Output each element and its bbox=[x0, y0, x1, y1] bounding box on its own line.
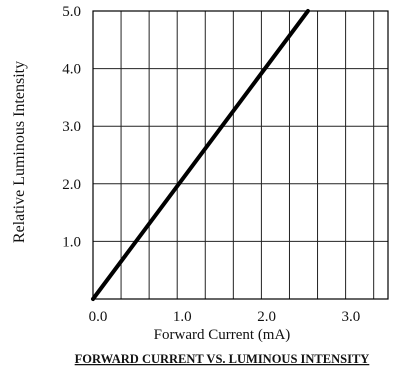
plot-frame bbox=[92, 10, 389, 300]
y-tick-label: 3.0 bbox=[62, 119, 81, 135]
series-layer bbox=[91, 9, 310, 301]
y-tick-label: 2.0 bbox=[62, 177, 81, 193]
chart-title: FORWARD CURRENT VS. LUMINOUS INTENSITY bbox=[75, 352, 370, 366]
y-tick-label: 4.0 bbox=[62, 62, 81, 78]
x-tick-labels: 0.0 1.0 2.0 3.0 bbox=[89, 309, 361, 325]
y-tick-label: 5.0 bbox=[62, 4, 81, 20]
x-tick-label: 1.0 bbox=[173, 309, 192, 325]
x-tick-label: 3.0 bbox=[341, 309, 360, 325]
y-tick-label: 1.0 bbox=[62, 234, 81, 250]
y-tick-labels: 1.0 2.0 3.0 4.0 5.0 bbox=[62, 4, 81, 250]
x-tick-label: 2.0 bbox=[257, 309, 276, 325]
series-line-0 bbox=[91, 9, 310, 301]
x-axis-label: Forward Current (mA) bbox=[154, 327, 291, 343]
x-tick-label: 0.0 bbox=[89, 309, 108, 325]
y-axis-label: Relative Luminous Intensity bbox=[11, 61, 28, 243]
grid-lines bbox=[93, 11, 388, 299]
